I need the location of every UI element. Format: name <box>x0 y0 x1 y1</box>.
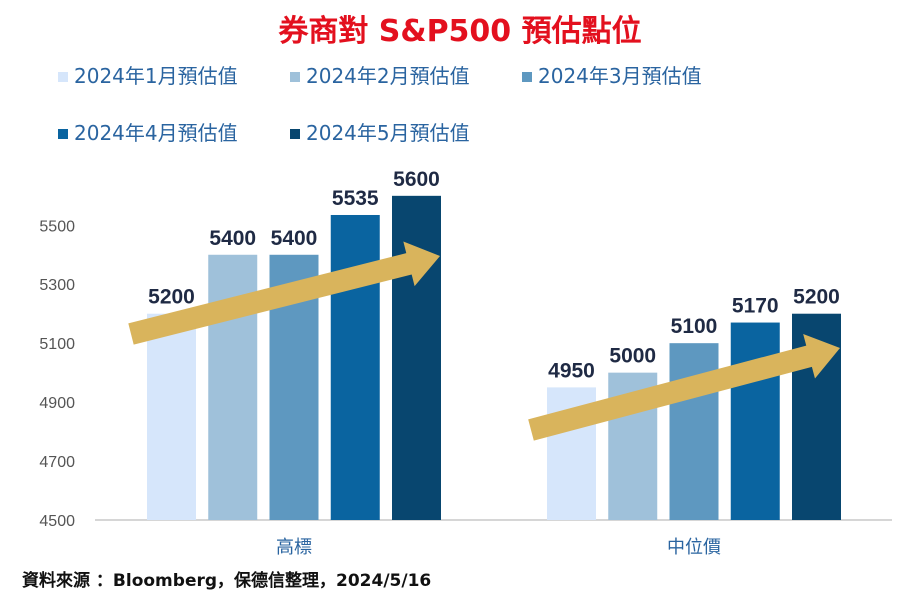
legend-swatch <box>58 72 68 82</box>
legend-item-feb: 2024年2月預估值 <box>290 60 470 89</box>
source-note: 資料來源 ：Bloomberg，保德信整理，2024/5/16 <box>22 571 432 591</box>
legend-item-may: 2024年5月預估值 <box>290 117 470 146</box>
y-tick-label: 5100 <box>39 336 75 353</box>
data-label: 4950 <box>548 359 595 382</box>
bar <box>730 322 780 520</box>
legend-label: 2024年3月預估值 <box>538 64 702 88</box>
legend-label: 2024年1月預估值 <box>74 64 238 88</box>
legend-item-apr: 2024年4月預估值 <box>58 117 238 146</box>
data-label: 5600 <box>393 168 440 191</box>
x-tick-label: 中位價 <box>667 537 721 558</box>
bar <box>147 313 196 520</box>
y-tick-label: 4500 <box>39 513 75 530</box>
legend-label: 2024年4月預估值 <box>74 121 238 145</box>
legend-item-jan: 2024年1月預估值 <box>58 60 238 89</box>
legend-swatch <box>290 129 300 139</box>
bar <box>669 343 719 520</box>
data-label: 5200 <box>793 286 840 309</box>
data-label: 5400 <box>209 227 256 250</box>
data-label: 5000 <box>609 345 656 368</box>
y-tick-label: 5500 <box>39 218 75 235</box>
x-tick-label: 高標 <box>276 537 312 558</box>
legend-item-mar: 2024年3月預估值 <box>522 60 702 89</box>
data-label: 5200 <box>148 286 195 309</box>
trend-arrow <box>528 333 840 441</box>
bar <box>392 195 441 520</box>
legend-label: 2024年5月預估值 <box>306 121 470 145</box>
legend-label: 2024年2月預估值 <box>306 64 470 88</box>
y-tick-label: 4900 <box>39 395 75 412</box>
data-label: 5400 <box>271 227 318 250</box>
legend-swatch <box>58 129 68 139</box>
trend-arrow <box>128 241 441 345</box>
legend-swatch <box>522 72 532 82</box>
bar <box>330 214 380 520</box>
legend-swatch <box>290 72 300 82</box>
y-tick-label: 4700 <box>39 454 75 471</box>
data-label: 5535 <box>332 187 379 210</box>
data-label: 5170 <box>732 295 779 318</box>
y-tick-label: 5300 <box>39 277 75 294</box>
data-label: 5100 <box>671 315 718 338</box>
chart-title: 券商對 S&P500 預估點位 <box>278 14 642 49</box>
